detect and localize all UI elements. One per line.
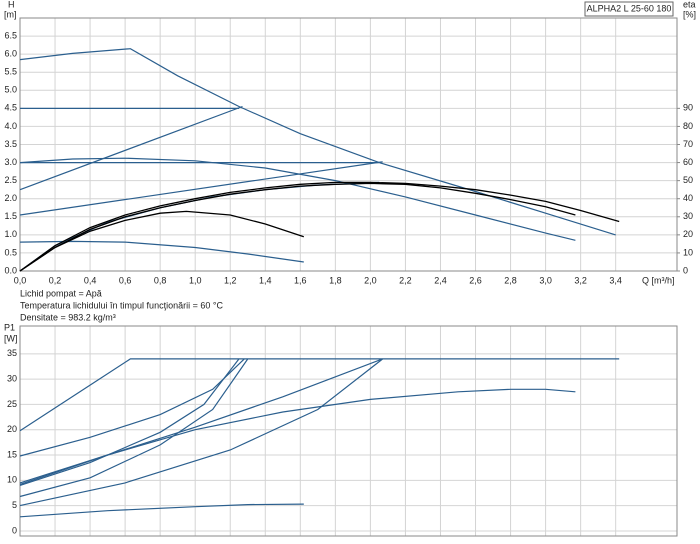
x-tick-label: 3,0	[539, 275, 552, 285]
x-tick-label: 0,8	[154, 275, 167, 285]
y2-tick-label: 20	[683, 229, 693, 239]
curve	[19, 358, 383, 484]
y2-tick-label: 60	[683, 157, 693, 167]
y-tick-label: 3.0	[4, 157, 17, 167]
y2-tick-label: 40	[683, 193, 693, 203]
y-tick-label: 4.0	[4, 121, 17, 131]
y-tick-label: 6.5	[4, 30, 17, 40]
x-label: Q [m³/h]	[642, 275, 675, 285]
curve	[19, 388, 576, 485]
curve	[19, 210, 305, 272]
curve	[19, 358, 384, 507]
x-tick-label: 1,2	[224, 275, 237, 285]
x-tick-label: 0,6	[119, 275, 132, 285]
y-tick-label: 30	[7, 374, 17, 384]
y-tick-label: 35	[7, 348, 17, 358]
y-tick-label: 20	[7, 424, 17, 434]
x-tick-label: 3,4	[609, 275, 622, 285]
x-tick-label: 1,6	[294, 275, 307, 285]
curve	[19, 157, 576, 241]
y2-tick-label: 0	[683, 265, 688, 275]
x-tick-label: 2,2	[399, 275, 412, 285]
y2-tick-label: 30	[683, 211, 693, 221]
x-tick-label: 0,4	[84, 275, 97, 285]
x-tick-label: 1,0	[189, 275, 202, 285]
curve	[19, 105, 243, 191]
y-label: P1	[4, 322, 15, 332]
curve	[19, 181, 380, 272]
x-tick-label: 2,4	[434, 275, 447, 285]
y2-tick-label: 70	[683, 139, 693, 149]
note: Lichid pompat = Apă	[20, 288, 102, 298]
x-tick-label: 1,4	[259, 275, 272, 285]
y-tick-label: 25	[7, 399, 17, 409]
y-tick-label: 1.0	[4, 229, 17, 239]
curve	[19, 358, 245, 457]
y-tick-label: 5.0	[4, 85, 17, 95]
x-tick-label: 2,8	[504, 275, 517, 285]
x-tick-label: 3,2	[574, 275, 587, 285]
y2-tick-label: 10	[683, 247, 693, 257]
y-tick-label: 10	[7, 475, 17, 485]
note: Densitate = 983.2 kg/m³	[20, 312, 116, 322]
curve	[19, 182, 576, 272]
curve	[19, 161, 383, 216]
curve	[19, 181, 620, 272]
x-tick-label: 2,0	[364, 275, 377, 285]
y-tick-label: 1.5	[4, 211, 17, 221]
x-tick-label: 1,8	[329, 275, 342, 285]
y2-unit: [%]	[683, 9, 696, 19]
y2-tick-label: 90	[683, 103, 693, 113]
curve	[19, 358, 249, 498]
y-tick-label: 0.0	[4, 265, 17, 275]
y-label: H	[8, 0, 15, 9]
y-tick-label: 6.0	[4, 49, 17, 59]
y-tick-label: 3.5	[4, 139, 17, 149]
y-tick-label: 0.5	[4, 247, 17, 257]
y2-tick-label: 50	[683, 175, 693, 185]
y-tick-label: 2.0	[4, 193, 17, 203]
y-unit: [W]	[4, 333, 18, 343]
curve	[19, 358, 620, 432]
y-tick-label: 0	[12, 525, 17, 535]
x-tick-label: 0,0	[14, 275, 27, 285]
y-tick-label: 2.5	[4, 175, 17, 185]
y-unit: [m]	[4, 9, 17, 19]
x-tick-label: 0,2	[49, 275, 62, 285]
chart-title: ALPHA2 L 25-60 180	[587, 3, 672, 13]
y-tick-label: 5.5	[4, 67, 17, 77]
y2-tick-label: 80	[683, 121, 693, 131]
y-tick-label: 4.5	[4, 103, 17, 113]
y-tick-label: 15	[7, 449, 17, 459]
note: Temperatura lichidului în timpul funcţio…	[20, 300, 223, 310]
plot-frame	[19, 325, 678, 537]
title-box	[584, 1, 674, 17]
x-tick-label: 2,6	[469, 275, 482, 285]
y-tick-label: 5	[12, 500, 17, 510]
curve	[19, 48, 616, 236]
curve	[19, 503, 304, 518]
y2-label: eta	[683, 0, 696, 9]
plot-frame	[19, 17, 678, 272]
curve	[19, 358, 240, 486]
